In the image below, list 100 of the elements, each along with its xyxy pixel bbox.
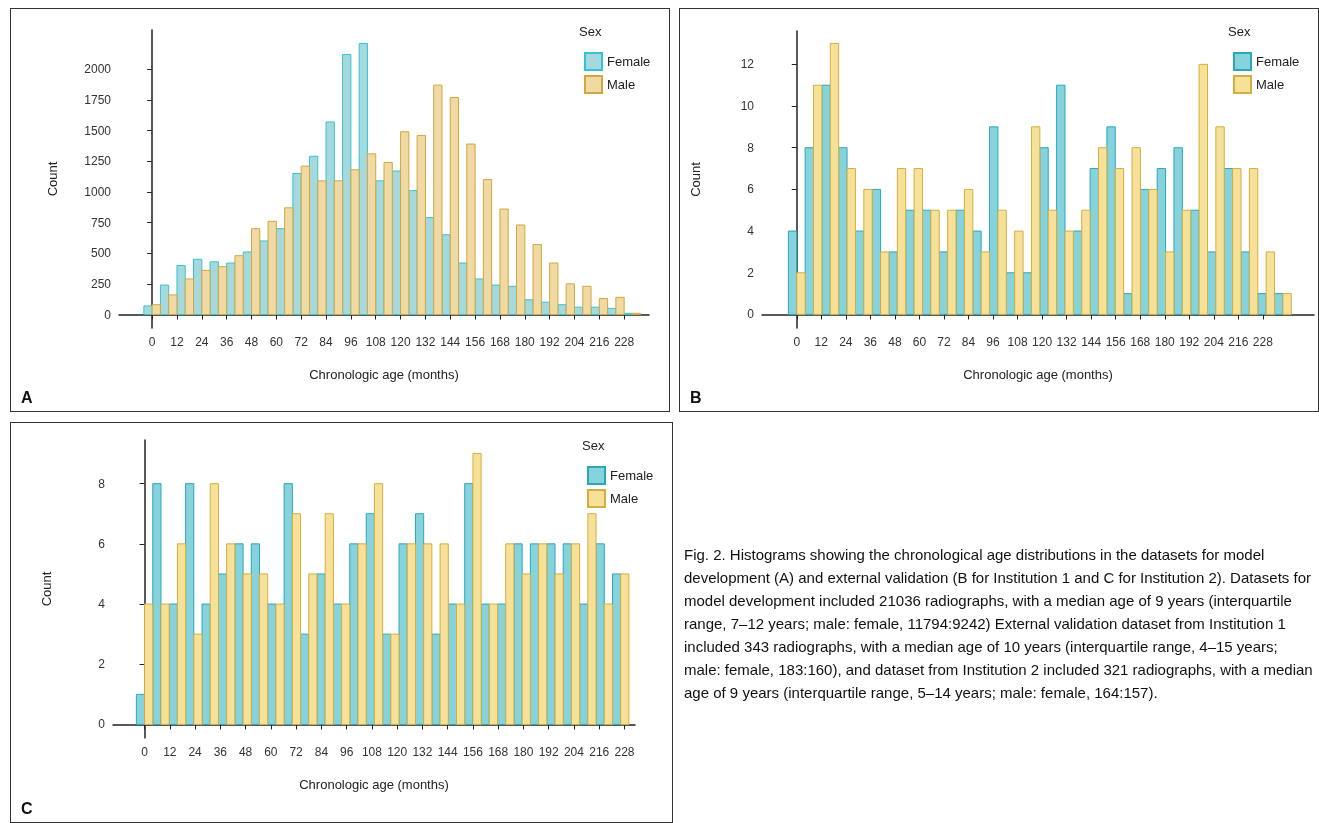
x-tick-label: 156: [465, 335, 486, 349]
x-tick-label: 96: [339, 745, 354, 759]
legend-title: Sex: [1228, 24, 1251, 39]
x-tick-label: 144: [437, 745, 458, 759]
x-tick-label: 84: [314, 745, 329, 759]
x-tick-label: 36: [863, 335, 878, 349]
x-tick-label: 132: [415, 335, 436, 349]
x-tick-label: 108: [1007, 335, 1028, 349]
x-tick-label: 120: [387, 745, 408, 759]
x-tick-label: 48: [888, 335, 902, 349]
legend-label: Male: [1256, 77, 1285, 92]
y-tick-label: 12: [740, 57, 755, 72]
legend-label: Female: [607, 54, 651, 69]
y-tick-label: 10: [740, 99, 755, 114]
x-tick-label: 228: [1252, 335, 1274, 349]
x-tick-label: 108: [361, 745, 383, 759]
y-tick-label: 1750: [84, 92, 112, 107]
x-tick-label: 12: [170, 335, 184, 349]
x-tick-label: 168: [1130, 335, 1151, 349]
y-tick-label: 1000: [84, 184, 112, 199]
x-tick-label: 168: [488, 745, 509, 759]
x-tick-label: 84: [319, 335, 334, 349]
x-tick-label: 0: [141, 745, 149, 759]
y-tick-label: 6: [747, 182, 755, 197]
x-tick-label: 132: [1056, 335, 1077, 349]
x-tick-label: 180: [1154, 335, 1176, 349]
x-tick-label: 96: [344, 335, 358, 349]
x-tick-label: 216: [589, 335, 610, 349]
x-tick-label: 204: [564, 335, 585, 349]
x-tick-label: 144: [440, 335, 461, 349]
text: B: [690, 388, 702, 406]
legend-title: Sex: [582, 438, 605, 453]
x-tick-label: 12: [163, 745, 177, 759]
x-tick-label: 96: [986, 335, 1001, 349]
x-tick-label: 12: [814, 335, 829, 349]
x-axis-title: Chronologic age (months): [299, 777, 449, 792]
x-tick-label: 216: [589, 745, 610, 759]
y-tick-label: 2000: [84, 62, 112, 77]
y-tick-label: 500: [90, 246, 112, 261]
x-tick-label: 84: [961, 335, 976, 349]
y-tick-label: 2: [98, 657, 106, 672]
x-tick-label: 228: [614, 745, 635, 759]
x-tick-label: 144: [1081, 335, 1102, 349]
x-tick-label: 24: [839, 335, 853, 349]
y-tick-label: 4: [98, 597, 106, 612]
x-tick-label: 120: [390, 335, 411, 349]
x-tick-label: 156: [462, 745, 484, 759]
y-tick-label: 4: [747, 224, 755, 239]
x-tick-label: 180: [514, 335, 536, 349]
x-tick-label: 72: [294, 335, 309, 349]
x-tick-label: 60: [269, 335, 284, 349]
y-tick-label: 2: [747, 265, 755, 280]
legend-label: Female: [610, 468, 654, 483]
y-tick-label: 250: [90, 276, 112, 291]
x-tick-label: 204: [1203, 335, 1225, 349]
x-tick-label: 132: [412, 745, 433, 759]
x-tick-label: 0: [793, 335, 801, 349]
x-tick-label: 108: [365, 335, 387, 349]
x-tick-label: 24: [188, 745, 203, 759]
x-tick-label: 228: [614, 335, 635, 349]
x-tick-label: 36: [213, 745, 228, 759]
x-tick-label: 156: [1105, 335, 1127, 349]
y-tick-label: 6: [98, 536, 106, 551]
legend-title: Sex: [579, 24, 602, 39]
y-axis-title: Count: [45, 161, 60, 197]
text: A: [21, 388, 33, 406]
y-tick-label: 1500: [84, 123, 112, 138]
x-tick-label: 60: [264, 745, 278, 759]
x-tick-label: 216: [1228, 335, 1249, 349]
x-tick-label: 72: [289, 745, 304, 759]
y-axis-title: Count: [688, 161, 703, 197]
y-tick-label: 1250: [84, 154, 112, 169]
y-tick-label: 8: [98, 476, 106, 491]
y-tick-label: 0: [104, 307, 112, 322]
y-tick-label: 8: [747, 140, 755, 155]
x-axis-title: Chronologic age (months): [309, 367, 459, 382]
y-axis-title: Count: [39, 571, 54, 607]
x-tick-label: 24: [195, 335, 209, 349]
y-tick-label: 0: [747, 307, 755, 322]
x-tick-label: 48: [244, 335, 259, 349]
legend-label: Male: [607, 77, 636, 92]
x-tick-label: 204: [563, 745, 585, 759]
legend-label: Female: [1256, 54, 1300, 69]
text: C: [21, 799, 33, 817]
x-tick-label: 168: [489, 335, 511, 349]
x-tick-label: 60: [912, 335, 927, 349]
x-tick-label: 192: [538, 745, 560, 759]
x-tick-label: 192: [539, 335, 560, 349]
x-tick-label: 36: [219, 335, 234, 349]
x-tick-label: 192: [1179, 335, 1200, 349]
x-tick-label: 0: [148, 335, 156, 349]
x-tick-label: 120: [1032, 335, 1053, 349]
caption: Fig. 2. Histograms showing the chronological age distributions in the datasets for model development (A) and external validation (B for Institution 1 and C for Institution 2). Datasets for model development included 21036 radiographs, with a median age of 9 years (interquartile range, 7–12 years; male: female, 11794:9242) External validation dataset from Institution 1 included 343 radiographs, with a median age of 10 years (interquartile range, 4–15 years; male: female, 183:160), and dataset from Institution 2 included 321 radiographs, with a median age of 9 years (interquartile range, 5–14 years; male: female, 164:157).: [684, 545, 1314, 703]
y-tick-label: 0: [98, 717, 106, 732]
y-tick-label: 750: [90, 215, 112, 230]
x-tick-label: 180: [513, 745, 534, 759]
x-tick-label: 48: [238, 745, 253, 759]
x-axis-title: Chronologic age (months): [963, 367, 1113, 382]
x-tick-label: 72: [937, 335, 951, 349]
legend-label: Male: [610, 491, 639, 506]
